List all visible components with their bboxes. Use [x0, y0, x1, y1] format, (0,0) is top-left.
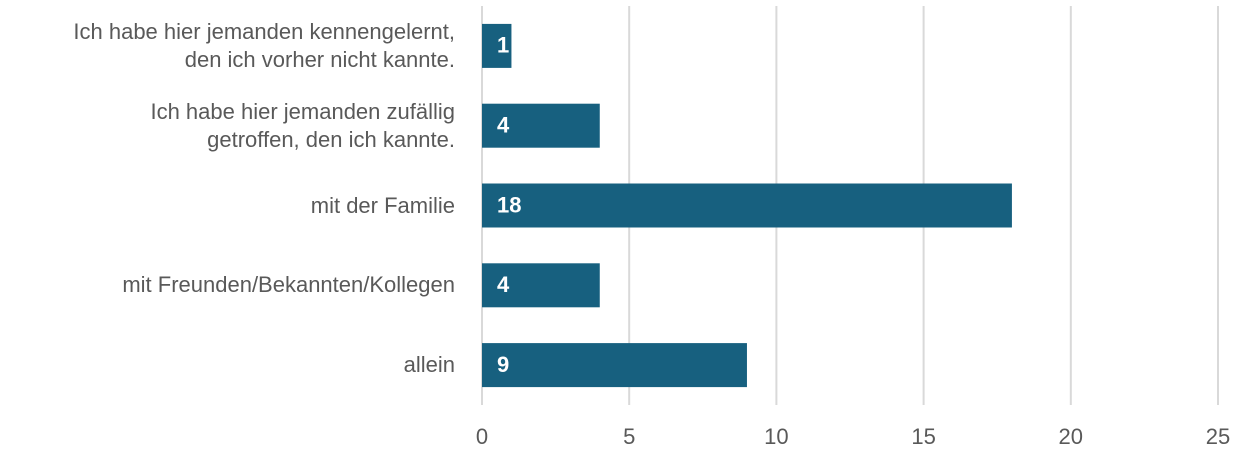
x-tick-label: 15 [911, 424, 935, 449]
category-label: allein [403, 352, 455, 378]
bar [482, 23, 512, 68]
value-label: 1 [497, 33, 509, 58]
value-label: 4 [497, 272, 510, 297]
x-tick-label: 0 [476, 424, 488, 449]
bar [482, 103, 600, 148]
x-tick-label: 20 [1059, 424, 1083, 449]
category-label: Ich habe hier jemanden kennengelernt, de… [73, 18, 455, 72]
bar [482, 263, 600, 308]
bar [482, 183, 1012, 228]
value-label: 18 [497, 192, 521, 217]
bar [482, 343, 747, 388]
category-label: mit Freunden/Bekannten/Kollegen [122, 272, 455, 298]
x-tick-label: 10 [764, 424, 788, 449]
category-label: Ich habe hier jemanden zufällig getroffe… [150, 98, 455, 152]
value-label: 4 [497, 113, 510, 138]
x-tick-label: 25 [1206, 424, 1230, 449]
category-label: mit der Familie [310, 192, 455, 218]
value-label: 9 [497, 352, 509, 377]
x-tick-label: 5 [623, 424, 635, 449]
